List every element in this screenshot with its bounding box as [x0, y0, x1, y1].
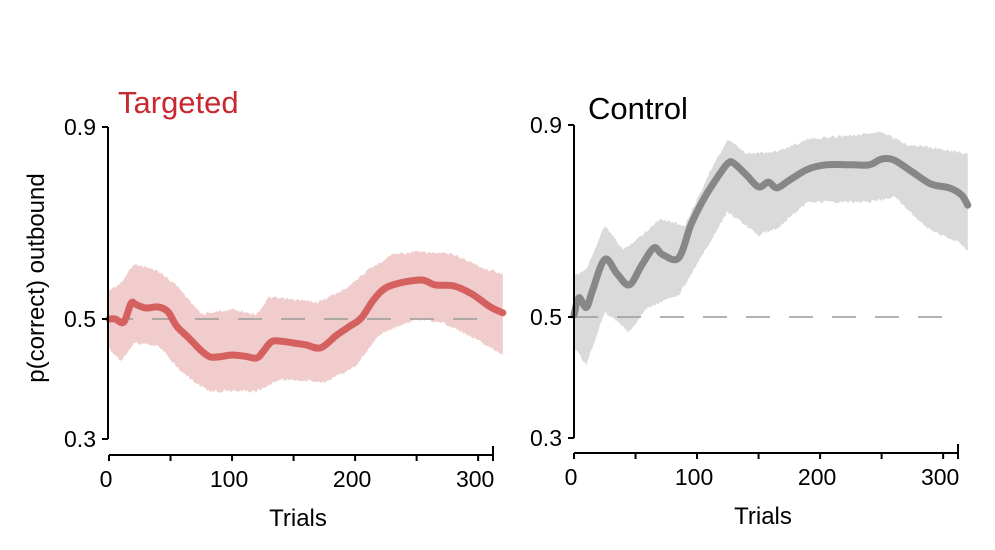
- control-y-tick-label: 0.3: [530, 425, 562, 451]
- control-y-tick-label: 0.9: [530, 112, 562, 138]
- control-title: Control: [588, 91, 688, 126]
- targeted-y-ticks: 0.3 0.5 0.9: [64, 114, 108, 452]
- control-x-tick-label: 200: [798, 464, 836, 490]
- targeted-x-label: Trials: [269, 505, 327, 532]
- control-y-ticks: 0.3 0.5 0.9: [530, 112, 574, 451]
- targeted-x-tick-label: 100: [210, 466, 248, 492]
- control-y-tick-label: 0.5: [530, 304, 562, 330]
- targeted-confidence-band: [109, 250, 503, 393]
- control-x-label: Trials: [734, 503, 792, 530]
- control-mean-line: [570, 154, 972, 319]
- targeted-title: Targeted: [118, 85, 239, 120]
- targeted-x-tick-label: 300: [456, 466, 494, 492]
- control-x-ticks: 0 100 200 300: [565, 444, 959, 490]
- control-confidence-band: [574, 131, 968, 366]
- control-x-tick-label: 100: [675, 464, 713, 490]
- targeted-mean-line: [105, 276, 507, 362]
- targeted-y-label: p(correct) outbound: [23, 173, 50, 382]
- targeted-x-ticks: 0 100 200 300: [100, 446, 494, 492]
- targeted-x-tick-label: 200: [333, 466, 371, 492]
- targeted-panel: 0.3 0.5 0.9 0 100 200 300 Targeted Trials p(c…: [23, 85, 507, 532]
- targeted-y-tick-label: 0.3: [64, 426, 96, 452]
- control-x-tick-label: 300: [921, 464, 959, 490]
- targeted-x-tick-label: 0: [100, 466, 113, 492]
- control-x-tick-label: 0: [565, 464, 578, 490]
- targeted-y-tick-label: 0.9: [64, 114, 96, 140]
- control-panel: 0.3 0.5 0.9 0 100 200 300 Control Trials: [530, 91, 972, 530]
- targeted-y-tick-label: 0.5: [64, 306, 96, 332]
